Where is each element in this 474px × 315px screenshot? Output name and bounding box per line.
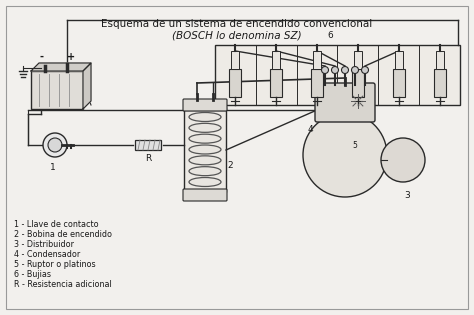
Text: 3 - Distribuidor: 3 - Distribuidor xyxy=(14,240,74,249)
Bar xyxy=(434,69,446,97)
Bar xyxy=(31,71,83,109)
Circle shape xyxy=(321,66,328,73)
Text: 4: 4 xyxy=(307,125,313,135)
Text: 6: 6 xyxy=(327,31,333,40)
Bar xyxy=(393,69,405,97)
Bar xyxy=(270,69,282,97)
Text: (BOSCH lo denomina SZ): (BOSCH lo denomina SZ) xyxy=(172,30,302,40)
Text: 2 - Bobina de encendido: 2 - Bobina de encendido xyxy=(14,230,112,239)
Ellipse shape xyxy=(189,112,221,122)
Bar xyxy=(311,69,323,97)
Ellipse shape xyxy=(189,134,221,143)
Bar xyxy=(352,69,364,97)
Text: 1 - Llave de contacto: 1 - Llave de contacto xyxy=(14,220,99,229)
Text: -: - xyxy=(39,52,43,62)
Text: 6 - Bujias: 6 - Bujias xyxy=(14,270,51,279)
Bar xyxy=(135,140,161,150)
FancyBboxPatch shape xyxy=(183,99,227,111)
Text: 3: 3 xyxy=(404,191,410,199)
Polygon shape xyxy=(31,63,91,71)
Text: +: + xyxy=(67,52,75,62)
Text: Esquema de un sistema de encendido convencional: Esquema de un sistema de encendido conve… xyxy=(101,19,373,29)
Circle shape xyxy=(381,138,425,182)
Polygon shape xyxy=(83,63,91,109)
Circle shape xyxy=(341,66,348,73)
Circle shape xyxy=(303,113,387,197)
Ellipse shape xyxy=(189,123,221,132)
Bar xyxy=(395,51,403,69)
Text: 4 - Condensador: 4 - Condensador xyxy=(14,250,80,259)
Bar xyxy=(313,51,321,69)
Bar xyxy=(184,107,226,192)
Ellipse shape xyxy=(189,177,221,186)
Ellipse shape xyxy=(189,156,221,165)
Ellipse shape xyxy=(189,145,221,154)
Text: 2: 2 xyxy=(227,161,233,169)
Circle shape xyxy=(331,66,338,73)
Text: R: R xyxy=(145,154,151,163)
Bar xyxy=(436,51,444,69)
Circle shape xyxy=(352,66,358,73)
Text: R - Resistencia adicional: R - Resistencia adicional xyxy=(14,280,112,289)
Bar xyxy=(354,51,362,69)
Circle shape xyxy=(362,66,368,73)
Bar xyxy=(229,69,241,97)
Circle shape xyxy=(48,138,62,152)
Text: 1: 1 xyxy=(50,163,56,172)
Text: 5 - Ruptor o platinos: 5 - Ruptor o platinos xyxy=(14,260,96,269)
FancyBboxPatch shape xyxy=(315,83,375,122)
Bar xyxy=(231,51,239,69)
FancyBboxPatch shape xyxy=(183,189,227,201)
Circle shape xyxy=(43,133,67,157)
Ellipse shape xyxy=(189,167,221,176)
Text: 5: 5 xyxy=(353,140,357,150)
Bar xyxy=(272,51,280,69)
Bar xyxy=(215,45,460,105)
